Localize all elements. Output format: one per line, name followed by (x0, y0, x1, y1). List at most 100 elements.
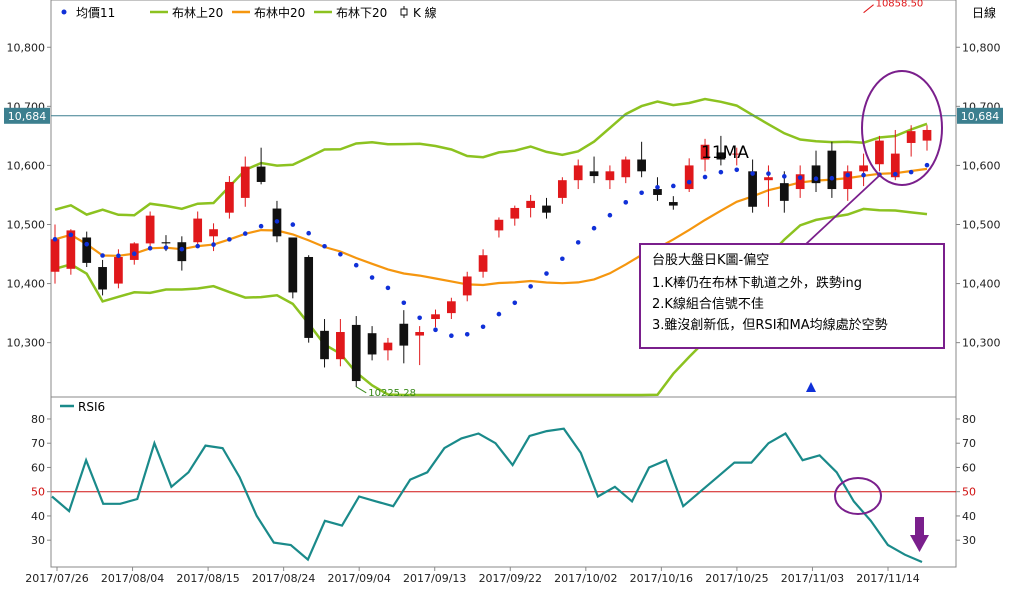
current-price-tag-left (4, 107, 50, 124)
ma-point-47 (797, 175, 803, 180)
ma-point-33 (575, 240, 581, 245)
candle-48 (811, 150, 821, 193)
date-label-7: 2017/10/02 (554, 572, 617, 585)
candle-27 (478, 249, 488, 278)
current-price-label-left: 10,684 (8, 110, 47, 123)
ma-point-46 (782, 174, 787, 179)
high-annotation-line (863, 4, 874, 14)
ma-point-11 (227, 237, 232, 242)
candle-body-30 (526, 200, 535, 208)
rsi-tick-label-left-0: 80 (31, 413, 45, 426)
ma-point-31 (544, 271, 549, 276)
candle-body-8 (177, 242, 187, 262)
current-price-tag-right (957, 107, 1003, 124)
ma-point-20 (369, 275, 375, 280)
price-tick-label-right-5: 10,300 (962, 337, 1001, 350)
callout-line (805, 174, 881, 245)
legend-k-swatch (400, 6, 408, 18)
candle-34 (589, 156, 599, 184)
candle-body-49 (827, 150, 837, 190)
rsi-tick-label-right-3: 50 (962, 486, 976, 499)
ma-point-10 (211, 242, 216, 247)
ma-point-28 (496, 311, 502, 317)
note-line-3: 3.雖沒創新低，但RSI和MA均線處於空勢 (652, 317, 888, 333)
candle-47 (795, 165, 805, 198)
ma-point-6 (147, 245, 153, 251)
candle-0 (50, 224, 60, 284)
ma-point-51 (861, 172, 866, 178)
rsi-tick-label-right-4: 40 (962, 510, 976, 523)
legend: 均價11 布林上20 布林中20 布林下20 K 線 (61, 5, 437, 20)
ma-annotation-label: 11MA (701, 143, 749, 163)
candle-19 (351, 316, 361, 387)
high-annotation-label: 10858.50 (876, 0, 924, 10)
ma-point-30 (528, 284, 533, 289)
ma-point-49 (829, 175, 835, 181)
low-annotation-label: 10225.28 (368, 388, 416, 399)
candle-9 (193, 211, 203, 249)
candle-body-45 (764, 177, 773, 181)
candle-16 (304, 255, 314, 343)
candle-44 (748, 159, 757, 213)
price-tick-label-left-4: 10,400 (7, 278, 46, 291)
ma-point-26 (464, 331, 470, 337)
right-label: 日線 (972, 5, 996, 20)
date-label-0: 2017/07/26 (25, 572, 88, 585)
rsi-tick-label-left-4: 40 (31, 510, 45, 523)
date-label-11: 2017/11/14 (856, 572, 919, 585)
date-label-6: 2017/09/22 (479, 572, 542, 585)
candle-53 (890, 129, 900, 181)
candle-body-12 (240, 166, 250, 198)
candle-55 (922, 125, 932, 151)
candle-24 (431, 309, 440, 328)
ma-point-1 (68, 232, 74, 238)
candle-42 (716, 135, 726, 166)
rsi-tick-label-left-3: 50 (31, 486, 45, 499)
ma-point-27 (480, 324, 486, 330)
candle-6 (145, 211, 155, 247)
candle-body-50 (843, 171, 853, 190)
ma-point-48 (813, 176, 819, 182)
ma-point-23 (417, 315, 422, 321)
candle-body-37 (637, 159, 646, 172)
ma-point-32 (560, 256, 565, 262)
note-box: 台股大盤日K圖-偏空 1.K棒仍在布林下軌道之外，跌勢ing 2.K線組合信號不… (639, 243, 945, 349)
price-tick-label-left-3: 10,500 (7, 218, 46, 231)
legend-k-label: K 線 (413, 5, 437, 20)
candle-body-0 (50, 239, 60, 272)
candle-43 (732, 147, 742, 166)
ma-point-35 (607, 212, 613, 218)
date-label-1: 2017/08/04 (101, 572, 164, 585)
candle-body-46 (779, 183, 789, 201)
rsi-line (51, 427, 923, 564)
candle-18 (336, 319, 345, 367)
ma-point-55 (924, 162, 930, 168)
candle-body-47 (795, 174, 805, 190)
price-tick-label-left-0: 10,800 (7, 41, 46, 54)
candle-body-55 (922, 129, 932, 141)
candle-33 (573, 159, 583, 190)
note-title: 台股大盤日K圖-偏空 (652, 253, 769, 268)
price-tick-label-left-5: 10,300 (7, 337, 46, 350)
ma-point-39 (671, 183, 676, 189)
rsi-tick-label-left-2: 60 (31, 461, 45, 474)
ma-point-19 (353, 262, 359, 268)
candle-49 (827, 141, 837, 198)
ma-point-53 (892, 171, 898, 177)
candle-body-1 (66, 230, 76, 269)
candle-body-33 (573, 165, 583, 181)
ma-point-15 (290, 222, 296, 227)
candle-41 (700, 138, 710, 172)
date-label-10: 2017/11/03 (781, 572, 844, 585)
candle-body-13 (256, 166, 266, 182)
candle-13 (256, 147, 266, 185)
candle-body-51 (859, 165, 868, 172)
candle-body-35 (605, 171, 615, 181)
ma-point-45 (766, 171, 771, 176)
candle-body-39 (668, 202, 678, 206)
current-price-label-right: 10,684 (961, 110, 1000, 123)
rsi-label: RSI6 (78, 400, 105, 414)
ma-point-54 (908, 169, 914, 175)
candle-body-40 (684, 165, 694, 190)
candle-29 (510, 205, 520, 226)
